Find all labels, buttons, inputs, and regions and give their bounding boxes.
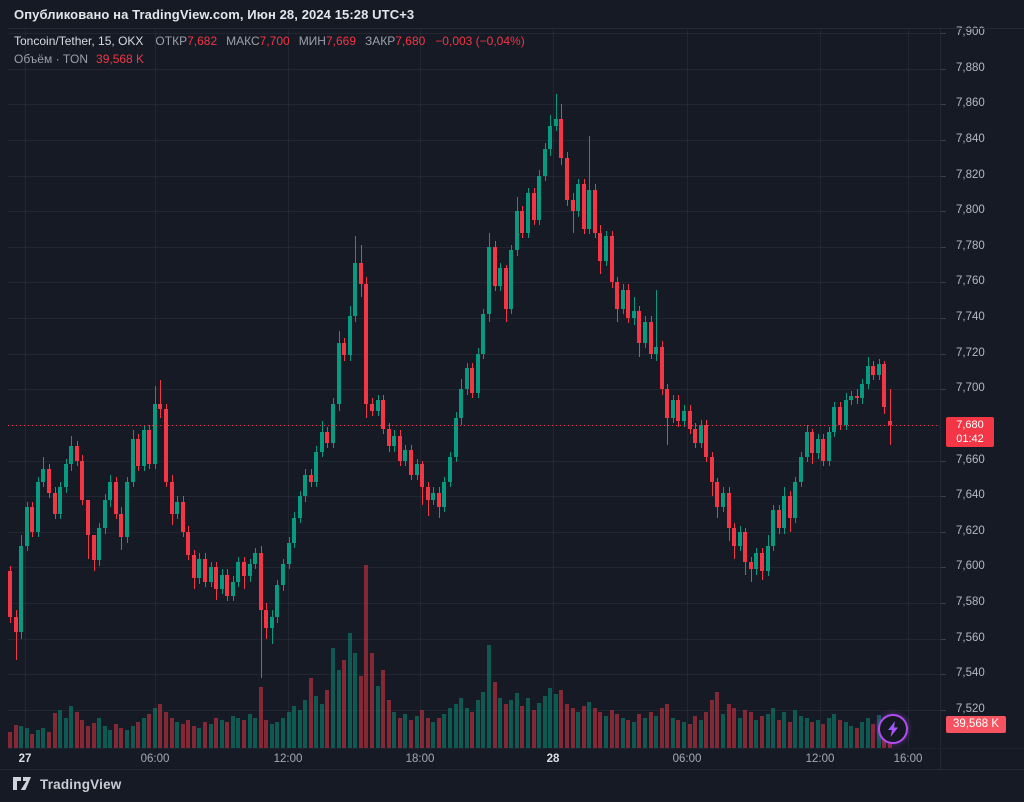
ohlc-high: МАКС7,700 bbox=[226, 34, 290, 48]
price-axis-label: 7,740 bbox=[956, 311, 985, 323]
time-axis-label: 27 bbox=[18, 753, 32, 765]
time-axis-label: 12:00 bbox=[805, 753, 835, 765]
volume-badge: 39,568 K bbox=[946, 716, 1007, 733]
price-axis-label: 7,820 bbox=[956, 169, 985, 181]
price-axis-label: 7,540 bbox=[956, 667, 985, 679]
legend-ohlc-row: Toncoin/Tether, 15, OKX ОТКР7,682 МАКС7,70… bbox=[14, 33, 525, 50]
price-axis-label: 7,700 bbox=[956, 382, 985, 394]
price-axis-label: 7,560 bbox=[956, 632, 985, 644]
overlay-layer bbox=[8, 33, 946, 711]
time-axis-label: 06:00 bbox=[672, 753, 702, 765]
price-axis-label: 7,660 bbox=[956, 454, 985, 466]
volume-label[interactable]: Объём · TON bbox=[14, 52, 89, 66]
legend-volume-row: Объём · TON 39,568 K bbox=[14, 51, 525, 68]
price-change: −0,003 (−0,04%) bbox=[435, 34, 525, 48]
published-line: Опубликовано на TradingView.com, Июн 28,… bbox=[14, 6, 415, 22]
tradingview-brand-text[interactable]: TradingView bbox=[40, 776, 122, 792]
ohlc-low: МИН7,669 bbox=[298, 34, 357, 48]
header-divider bbox=[8, 28, 1024, 29]
flash-button[interactable] bbox=[878, 714, 908, 744]
price-axis-label: 7,620 bbox=[956, 525, 985, 537]
tradingview-logo-icon[interactable] bbox=[13, 776, 32, 792]
chart-legend: Toncoin/Tether, 15, OKX ОТКР7,682 МАКС7,70… bbox=[14, 33, 525, 68]
footer-divider bbox=[0, 769, 1024, 770]
time-axis-divider bbox=[8, 748, 1024, 749]
price-axis-divider bbox=[940, 28, 941, 769]
price-axis-label: 7,900 bbox=[956, 26, 985, 38]
volume-value: 39,568 K bbox=[96, 52, 145, 66]
candles-layer bbox=[8, 94, 892, 678]
price-axis-label: 7,780 bbox=[956, 240, 985, 252]
price-axis-label: 7,760 bbox=[956, 275, 985, 287]
price-axis-label: 7,840 bbox=[956, 133, 985, 145]
time-axis-label: 12:00 bbox=[273, 753, 303, 765]
current-price-badge: 7,680 01:42 bbox=[946, 417, 994, 447]
price-axis-label: 7,520 bbox=[956, 703, 985, 715]
ohlc-open: ОТКР7,682 bbox=[155, 34, 218, 48]
price-axis-label: 7,720 bbox=[956, 347, 985, 359]
time-axis-label: 06:00 bbox=[140, 753, 170, 765]
ohlc-close: ЗАКР7,680 bbox=[365, 34, 426, 48]
price-axis-label: 7,880 bbox=[956, 62, 985, 74]
time-axis-label: 16:00 bbox=[893, 753, 923, 765]
price-axis-label: 7,580 bbox=[956, 596, 985, 608]
volume-layer bbox=[8, 565, 892, 748]
footer: TradingView bbox=[13, 776, 121, 792]
bar-countdown: 01:42 bbox=[956, 433, 984, 445]
time-axis-label: 18:00 bbox=[405, 753, 435, 765]
publish-header: Опубликовано на TradingView.com, Июн 28,… bbox=[14, 0, 414, 28]
symbol-title[interactable]: Toncoin/Tether, 15, OKX bbox=[14, 34, 144, 48]
time-axis-label: 28 bbox=[546, 753, 560, 765]
price-axis-label: 7,640 bbox=[956, 489, 985, 501]
current-price-value: 7,680 bbox=[956, 419, 984, 431]
lightning-icon bbox=[886, 721, 900, 737]
price-axis-label: 7,860 bbox=[956, 97, 985, 109]
price-axis-label: 7,600 bbox=[956, 560, 985, 572]
price-axis-label: 7,800 bbox=[956, 204, 985, 216]
